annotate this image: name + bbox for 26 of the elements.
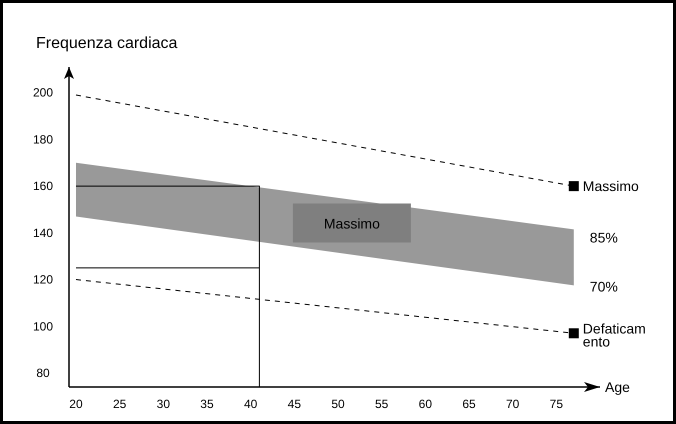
y-tick-label: 140 [32,226,54,240]
y-tick-label: 120 [32,272,54,287]
x-tick-label: 65 [462,397,476,411]
y-tick-label: 80 [36,366,50,380]
annotation: 85% [590,229,618,246]
x-axis-title: Age [605,379,630,395]
x-tick-label: 30 [156,397,170,411]
y-tick-label: 100 [32,319,54,334]
y-axis-title: Frequenza cardiaca [36,35,178,52]
x-tick-label: 55 [374,397,389,411]
y-tick-label: 180 [32,132,54,146]
y-tick-label: 160 [32,179,54,194]
x-tick-label: 45 [288,397,302,411]
x-tick-label: 70 [506,397,520,411]
x-tick-label: 35 [200,397,214,411]
y-tick-label: 200 [32,86,54,100]
x-tick-label: 60 [418,397,432,411]
series-label: Defaticamento [582,320,646,350]
series-label: Massimo [582,178,640,194]
annotation: 70% [590,278,618,294]
x-tick-label: 40 [244,397,258,411]
annotation: Massimo [324,215,380,232]
x-tick-label: 25 [112,397,127,411]
x-tick-label: 75 [550,397,564,411]
x-tick-label: 20 [69,397,83,411]
x-tick-label: 50 [331,397,345,411]
